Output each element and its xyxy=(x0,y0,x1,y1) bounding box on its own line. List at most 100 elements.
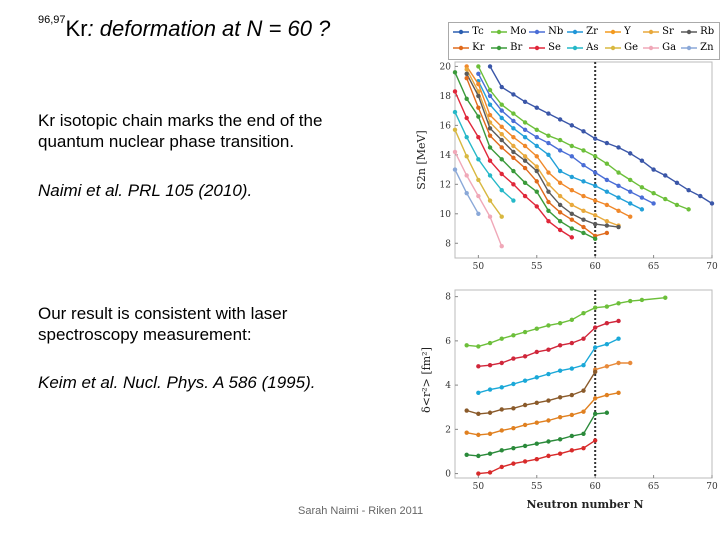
data-point xyxy=(569,433,575,439)
data-point xyxy=(569,226,575,231)
data-point xyxy=(476,344,481,349)
x-tick-label: 70 xyxy=(706,262,718,272)
data-point xyxy=(604,304,610,309)
legend-label: Ge xyxy=(621,42,639,53)
series-nb xyxy=(476,71,656,206)
data-point xyxy=(464,154,469,159)
legend-label: Se xyxy=(545,42,561,53)
data-point xyxy=(569,448,575,453)
y-axis-label: δ<r²> [fm²] xyxy=(420,347,433,413)
data-point xyxy=(546,347,551,352)
data-point xyxy=(628,151,633,156)
data-point xyxy=(487,387,493,392)
series-line xyxy=(466,297,666,348)
y-tick-label: 2 xyxy=(445,425,451,435)
data-point xyxy=(663,295,668,300)
data-point xyxy=(499,336,504,341)
legend-item-y: Y xyxy=(605,26,631,40)
data-point xyxy=(651,167,656,172)
data-point xyxy=(616,336,621,341)
data-point xyxy=(581,230,586,236)
legend-swatch xyxy=(643,45,659,50)
legend-swatch xyxy=(529,45,545,50)
data-point xyxy=(628,214,633,219)
data-point xyxy=(487,431,493,436)
data-point xyxy=(604,140,610,146)
data-point xyxy=(499,115,504,121)
data-point xyxy=(499,145,504,150)
data-point xyxy=(464,115,469,121)
data-point xyxy=(476,93,481,99)
data-point xyxy=(534,168,539,174)
data-point xyxy=(628,201,633,206)
data-point xyxy=(452,149,458,155)
slide-title: 96,97Kr: deformation at N = 60 ? xyxy=(38,14,330,42)
data-point xyxy=(639,158,645,163)
data-point xyxy=(511,356,516,361)
data-point xyxy=(616,145,621,150)
data-point xyxy=(464,76,469,81)
series-nb xyxy=(476,318,621,369)
y-tick-label: 12 xyxy=(440,180,451,190)
data-point xyxy=(592,438,598,443)
data-point xyxy=(522,158,528,163)
data-point xyxy=(616,301,621,306)
series-as xyxy=(452,109,516,203)
data-point xyxy=(569,154,575,159)
data-point xyxy=(476,177,481,183)
data-point xyxy=(569,143,575,149)
data-point xyxy=(534,400,539,405)
data-point xyxy=(557,320,563,326)
series-br xyxy=(452,70,598,242)
data-point xyxy=(522,193,528,199)
data-point xyxy=(616,224,621,230)
legend-item-br: Br xyxy=(491,42,522,56)
data-point xyxy=(511,381,516,387)
x-tick-label: 65 xyxy=(648,482,660,492)
data-point xyxy=(511,333,516,338)
data-point xyxy=(709,201,715,206)
data-point xyxy=(557,148,563,153)
data-point xyxy=(499,132,504,137)
data-point xyxy=(698,193,703,199)
data-point xyxy=(592,170,598,175)
data-point xyxy=(476,411,481,417)
plot-frame xyxy=(454,61,713,259)
data-point xyxy=(686,188,691,193)
data-point xyxy=(686,207,691,212)
series-y xyxy=(592,360,633,372)
x-tick-label: 50 xyxy=(473,482,485,492)
data-point xyxy=(592,221,598,227)
legend-item-as: As xyxy=(567,42,599,56)
title-mass-numbers: 96,97 xyxy=(38,14,66,26)
data-point xyxy=(522,354,528,359)
data-point xyxy=(522,165,528,171)
data-point xyxy=(604,189,610,194)
data-point xyxy=(674,202,680,208)
data-point xyxy=(604,364,610,369)
legend-swatch xyxy=(453,45,469,50)
data-point xyxy=(628,177,633,183)
data-point xyxy=(569,235,575,240)
data-point xyxy=(581,409,586,414)
data-point xyxy=(487,340,493,346)
x-tick-label: 50 xyxy=(473,262,485,272)
x-tick-label: 55 xyxy=(531,482,543,492)
data-point xyxy=(534,134,539,140)
plot-frame xyxy=(454,289,713,479)
reference-naimi: Naimi et al. PRL 105 (2010). xyxy=(38,181,253,200)
data-point xyxy=(546,170,551,175)
data-point xyxy=(534,105,539,110)
data-point xyxy=(546,189,551,194)
series-tc xyxy=(487,64,715,206)
data-point xyxy=(569,211,575,216)
data-point xyxy=(628,189,633,194)
data-point xyxy=(604,341,610,347)
y-tick-label: 8 xyxy=(445,293,451,303)
data-point xyxy=(499,407,504,412)
data-point xyxy=(464,408,469,413)
data-point xyxy=(499,448,504,453)
y-tick-label: 6 xyxy=(445,337,451,347)
y-tick-label: 16 xyxy=(440,121,452,131)
